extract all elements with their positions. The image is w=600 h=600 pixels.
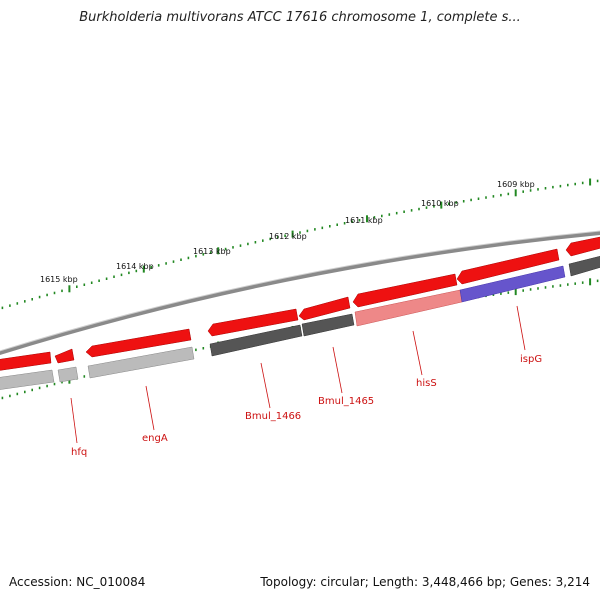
- accession-text: Accession: NC_010084: [9, 575, 146, 589]
- gene-label-ispG[interactable]: ispG: [520, 354, 542, 365]
- gene-track-reverse: [0, 255, 600, 390]
- chromosome-backbone-highlight: [0, 230, 600, 352]
- gene-arrow[interactable]: [87, 346, 195, 379]
- gene-arrow[interactable]: [352, 273, 458, 308]
- gene-arrow[interactable]: [298, 296, 351, 321]
- gene-arrow[interactable]: [54, 348, 75, 364]
- gene-arrow[interactable]: [565, 236, 600, 257]
- gene-label-hfq[interactable]: hfq: [71, 447, 87, 458]
- gene-arrow[interactable]: [0, 369, 55, 390]
- gene-arrow[interactable]: [459, 265, 566, 303]
- scale-label-1614: 1614 kbp: [116, 262, 154, 271]
- scale-label-1611: 1611 kbp: [345, 216, 383, 225]
- scale-label-1612: 1612 kbp: [269, 232, 307, 241]
- scale-label-1613: 1613 kbp: [193, 247, 231, 256]
- gene-arrow[interactable]: [57, 366, 79, 383]
- gene-label-engA[interactable]: engA: [142, 433, 168, 444]
- gene-arrow[interactable]: [0, 351, 52, 371]
- gene-arrow[interactable]: [301, 313, 355, 337]
- gene-arrow[interactable]: [207, 308, 299, 337]
- chromosome-backbone: [0, 230, 600, 356]
- gene-arrow[interactable]: [568, 255, 600, 277]
- gene-label-leaders: [70, 305, 526, 444]
- scale-label-1615: 1615 kbp: [40, 275, 78, 284]
- gene-track-forward: [0, 236, 600, 371]
- gene-arrow[interactable]: [209, 324, 303, 357]
- gene-label-hisS[interactable]: hisS: [416, 378, 437, 389]
- outer-tick-ring: [1, 178, 599, 310]
- gene-label-bmul-1465[interactable]: Bmul_1465: [318, 396, 374, 407]
- scale-label-1609: 1609 kbp: [497, 180, 535, 189]
- gene-label-bmul-1466[interactable]: Bmul_1466: [245, 411, 301, 422]
- gene-arrow[interactable]: [85, 328, 192, 358]
- inner-tick-ring: [1, 278, 599, 400]
- scale-label-1610: 1610 kbp: [421, 199, 459, 208]
- map-title: Burkholderia multivorans ATCC 17616 chro…: [79, 10, 521, 25]
- genome-stats-text: Topology: circular; Length: 3,448,466 bp…: [260, 575, 590, 589]
- gene-arrow[interactable]: [456, 248, 560, 285]
